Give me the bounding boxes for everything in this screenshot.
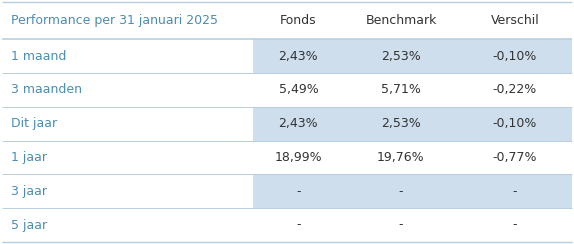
FancyBboxPatch shape [253, 39, 344, 73]
FancyBboxPatch shape [458, 141, 572, 174]
Text: 5 jaar: 5 jaar [11, 219, 46, 232]
FancyBboxPatch shape [344, 208, 458, 242]
Text: -0,77%: -0,77% [492, 151, 537, 164]
FancyBboxPatch shape [253, 141, 344, 174]
Text: -: - [399, 185, 403, 198]
FancyBboxPatch shape [253, 208, 344, 242]
Text: 5,49%: 5,49% [278, 83, 318, 96]
FancyBboxPatch shape [458, 73, 572, 107]
FancyBboxPatch shape [2, 39, 253, 73]
Text: Performance per 31 januari 2025: Performance per 31 januari 2025 [11, 14, 218, 27]
FancyBboxPatch shape [344, 107, 458, 141]
FancyBboxPatch shape [2, 73, 253, 107]
Text: 2,53%: 2,53% [381, 117, 421, 130]
Text: -0,10%: -0,10% [492, 50, 537, 63]
Text: 5,71%: 5,71% [381, 83, 421, 96]
FancyBboxPatch shape [2, 107, 253, 141]
FancyBboxPatch shape [458, 208, 572, 242]
Text: Verschil: Verschil [491, 14, 540, 27]
FancyBboxPatch shape [253, 2, 344, 39]
FancyBboxPatch shape [2, 208, 253, 242]
Text: 18,99%: 18,99% [274, 151, 322, 164]
Text: 2,53%: 2,53% [381, 50, 421, 63]
Text: 1 jaar: 1 jaar [11, 151, 46, 164]
Text: 3 jaar: 3 jaar [11, 185, 46, 198]
FancyBboxPatch shape [344, 2, 458, 39]
FancyBboxPatch shape [458, 107, 572, 141]
FancyBboxPatch shape [458, 39, 572, 73]
Text: -: - [513, 219, 517, 232]
Text: 3 maanden: 3 maanden [11, 83, 82, 96]
Text: 2,43%: 2,43% [278, 50, 318, 63]
FancyBboxPatch shape [344, 39, 458, 73]
FancyBboxPatch shape [253, 73, 344, 107]
FancyBboxPatch shape [2, 141, 253, 174]
Text: -: - [513, 185, 517, 198]
Text: 19,76%: 19,76% [377, 151, 425, 164]
Text: 1 maand: 1 maand [11, 50, 66, 63]
FancyBboxPatch shape [344, 174, 458, 208]
FancyBboxPatch shape [253, 107, 344, 141]
Text: Fonds: Fonds [280, 14, 317, 27]
FancyBboxPatch shape [2, 174, 253, 208]
FancyBboxPatch shape [458, 2, 572, 39]
Text: Benchmark: Benchmark [365, 14, 437, 27]
FancyBboxPatch shape [344, 73, 458, 107]
FancyBboxPatch shape [344, 141, 458, 174]
Text: -: - [296, 185, 301, 198]
Text: -: - [399, 219, 403, 232]
Text: -0,22%: -0,22% [493, 83, 537, 96]
FancyBboxPatch shape [2, 2, 253, 39]
FancyBboxPatch shape [458, 174, 572, 208]
Text: -0,10%: -0,10% [492, 117, 537, 130]
Text: -: - [296, 219, 301, 232]
FancyBboxPatch shape [253, 174, 344, 208]
Text: 2,43%: 2,43% [278, 117, 318, 130]
Text: Dit jaar: Dit jaar [11, 117, 57, 130]
